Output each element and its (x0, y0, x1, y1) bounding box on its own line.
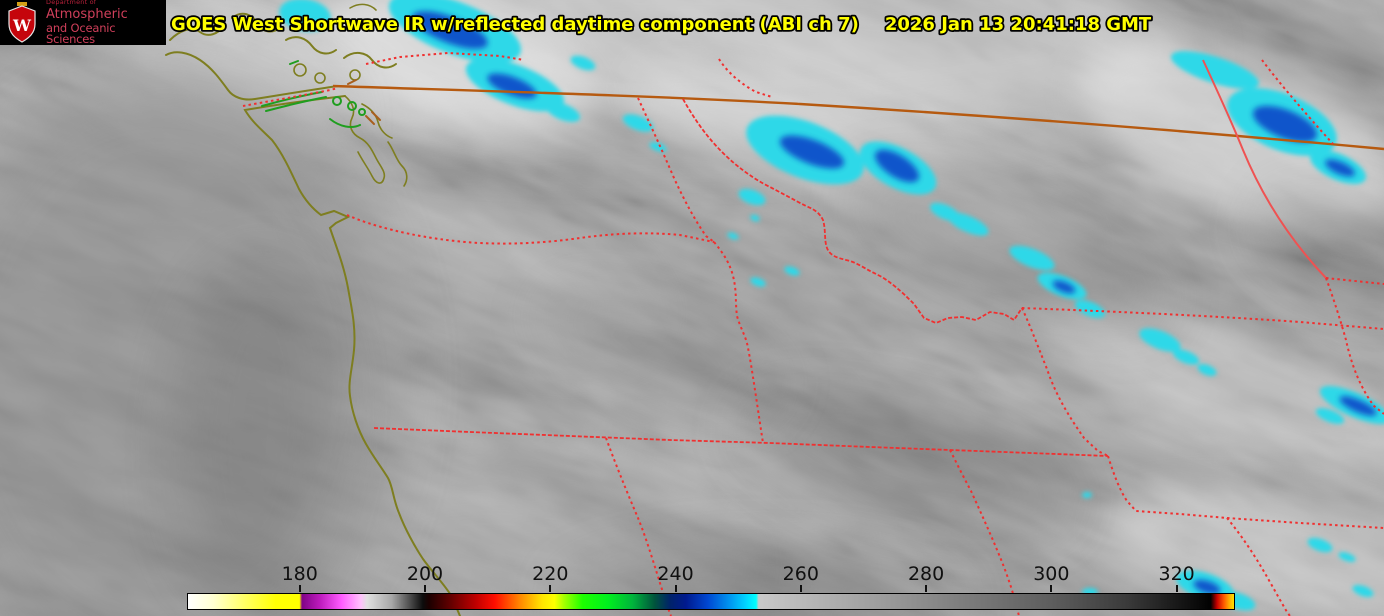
uw-crest-icon: W (8, 1, 36, 43)
water-highlights (261, 60, 381, 128)
crest-letter: W (12, 16, 32, 35)
uw-aos-logo: W Department of Atmospheric and Oceanic … (0, 0, 166, 45)
logo-name-line1: Atmospheric (46, 6, 128, 22)
page-title: GOES West Shortwave IR w/reflected dayti… (171, 14, 1152, 35)
state-borders (346, 59, 1384, 616)
canada-border (332, 84, 1384, 151)
title-bar: GOES West Shortwave IR w/reflected dayti… (169, 12, 1154, 37)
logo-name-line2: and Oceanic Sciences (46, 20, 116, 47)
province-borders (242, 51, 1334, 145)
timestamp-text: 2026 Jan 13 20:41:18 GMT (885, 14, 1152, 35)
title-text: GOES West Shortwave IR w/reflected dayti… (171, 14, 859, 35)
coastline (165, 3, 461, 616)
logo-dept-line: Department of (46, 0, 97, 7)
